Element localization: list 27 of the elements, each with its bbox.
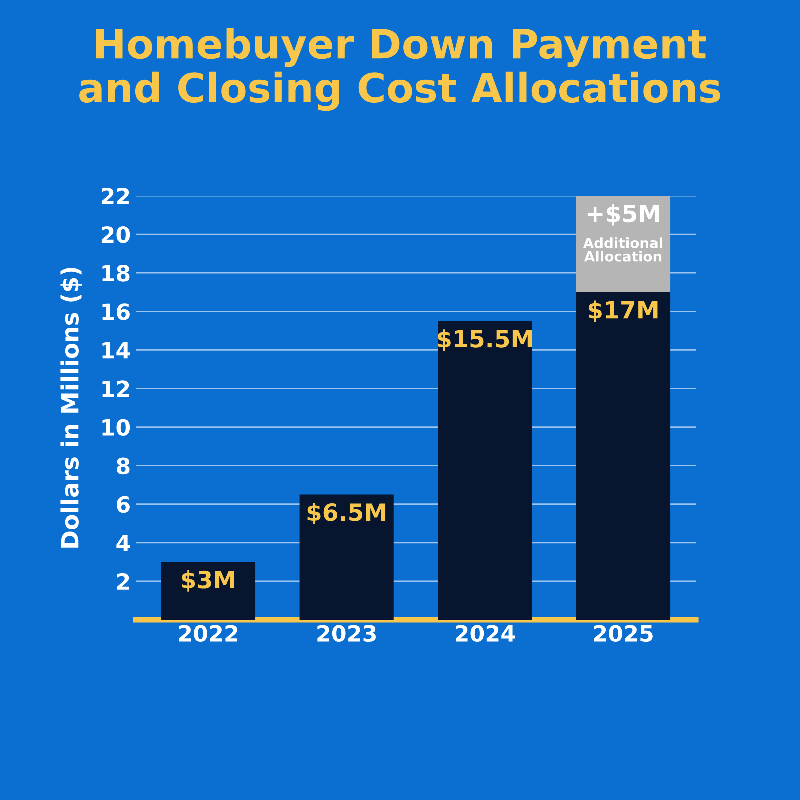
annotation: Additional Allocation [583, 238, 663, 262]
y-tick-label: 6 [117, 496, 130, 514]
data-label: $6.5M [308, 503, 386, 524]
bar [438, 321, 532, 620]
y-tick-label: 12 [102, 380, 130, 398]
data-label: +$5M [588, 204, 660, 226]
y-tick-label: 8 [117, 458, 130, 475]
y-tick-label: 18 [102, 265, 130, 282]
y-axis-title: Dollars in Millions ($) [60, 268, 82, 548]
data-label: $15.5M [438, 330, 532, 352]
x-tick-label: 2023 [318, 625, 376, 642]
y-tick-label: 2 [117, 573, 130, 590]
y-tick-label: 20 [102, 226, 130, 244]
y-tick-label: 10 [102, 419, 130, 436]
x-tick-label: 2025 [594, 625, 653, 642]
data-label: $17M [588, 300, 658, 322]
x-tick-label: 2022 [179, 625, 238, 642]
y-tick-label: 16 [102, 304, 130, 320]
chart-title: Homebuyer Down Payment and Closing Cost Allocations [80, 28, 720, 112]
y-tick-label: 4 [116, 535, 130, 552]
bar [576, 292, 671, 620]
y-tick-label: 22 [102, 188, 130, 204]
x-tick-label: 2024 [456, 625, 516, 642]
bar [161, 562, 256, 620]
bar [300, 494, 394, 620]
data-label: $3M [182, 570, 234, 592]
y-tick-label: 14 [102, 342, 130, 359]
